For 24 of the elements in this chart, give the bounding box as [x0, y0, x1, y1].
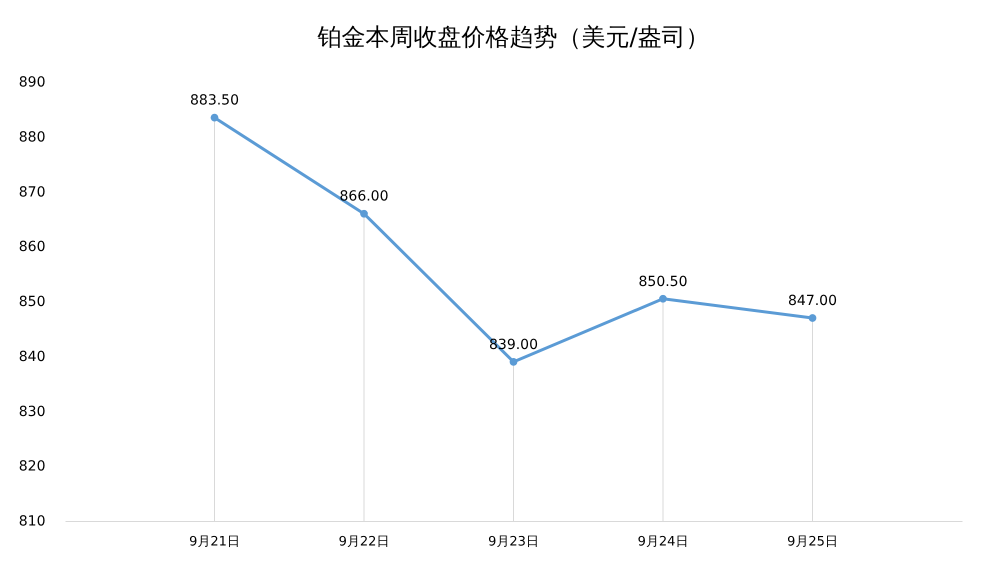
x-tick-label: 9月22日 — [338, 534, 390, 550]
y-tick-label: 880 — [18, 129, 46, 146]
point — [659, 294, 667, 303]
point — [210, 114, 218, 122]
y-tick-label: 840 — [18, 348, 46, 365]
chart-title: 铂金本周收盘价格趋势（美元/盎司） — [316, 23, 710, 51]
data-label: 866.00 — [340, 188, 388, 205]
point — [808, 314, 816, 322]
x-tick-label: 9月24日 — [638, 534, 688, 550]
y-tick-label: 830 — [18, 404, 46, 420]
y-tick-label: 820 — [18, 458, 46, 475]
y-tick-label: 860 — [18, 239, 46, 256]
data-label: 847.00 — [788, 292, 837, 309]
y-tick-label: 870 — [18, 184, 46, 200]
data-label: 850.50 — [638, 274, 688, 290]
y-tick-label: 850 — [18, 294, 46, 310]
point — [360, 210, 368, 218]
point — [510, 358, 518, 366]
x-tick-label: 9月21日 — [189, 534, 240, 550]
x-tick-label: 9月23日 — [488, 534, 539, 550]
y-tick-label: 810 — [18, 514, 46, 530]
x-tick-label: 9月25日 — [787, 534, 838, 550]
data-label: 883.50 — [190, 92, 239, 109]
y-tick-label: 890 — [18, 74, 46, 90]
